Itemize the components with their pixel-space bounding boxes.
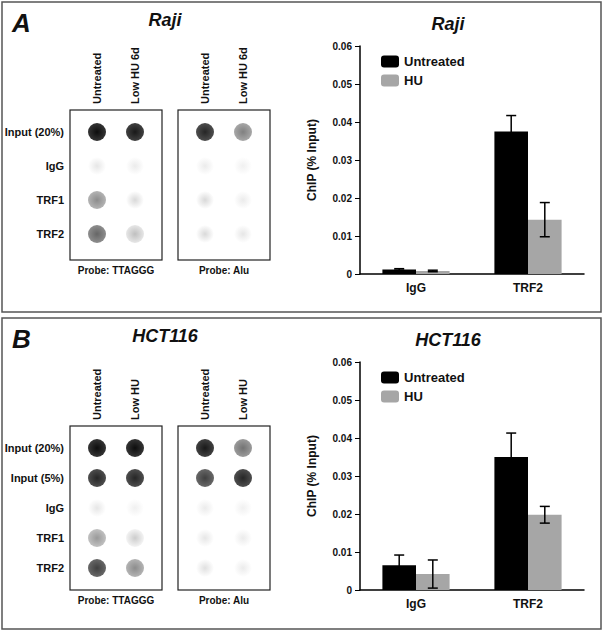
svg-text:0.03: 0.03 <box>333 155 353 166</box>
svg-text:Low HU 6d: Low HU 6d <box>129 47 141 104</box>
svg-text:Untreated: Untreated <box>91 369 103 420</box>
svg-text:TRF1: TRF1 <box>37 532 65 544</box>
svg-text:Raji: Raji <box>148 10 182 30</box>
svg-text:Low HU: Low HU <box>129 379 141 420</box>
svg-text:Input (20%): Input (20%) <box>5 442 65 454</box>
svg-text:Probe: Alu: Probe: Alu <box>199 595 249 606</box>
svg-text:0.04: 0.04 <box>333 433 353 444</box>
svg-text:0.06: 0.06 <box>333 41 353 52</box>
svg-text:HCT116: HCT116 <box>415 330 482 350</box>
svg-text:IgG: IgG <box>406 597 426 611</box>
svg-text:TRF2: TRF2 <box>513 597 543 611</box>
svg-text:HCT116: HCT116 <box>132 326 199 346</box>
svg-text:0.01: 0.01 <box>333 231 353 242</box>
svg-text:ChIP (% Input): ChIP (% Input) <box>305 119 319 201</box>
svg-text:0.05: 0.05 <box>333 79 353 90</box>
svg-text:B: B <box>12 324 31 354</box>
svg-text:Untreated: Untreated <box>404 54 465 69</box>
svg-text:Low HU 6d: Low HU 6d <box>237 47 249 104</box>
svg-text:Input (20%): Input (20%) <box>5 126 65 138</box>
svg-text:ChIP (% Input): ChIP (% Input) <box>305 435 319 517</box>
svg-text:HU: HU <box>404 73 423 88</box>
svg-text:0: 0 <box>346 585 352 596</box>
svg-text:TRF2: TRF2 <box>37 228 65 240</box>
svg-text:TRF1: TRF1 <box>37 194 65 206</box>
svg-text:Probe: Alu: Probe: Alu <box>199 265 249 276</box>
svg-text:TRF2: TRF2 <box>513 281 543 295</box>
svg-text:Untreated: Untreated <box>404 370 465 385</box>
svg-text:TRF2: TRF2 <box>37 562 65 574</box>
svg-text:IgG: IgG <box>46 160 64 172</box>
svg-text:Probe: TTAGGG: Probe: TTAGGG <box>78 265 155 276</box>
svg-text:Untreated: Untreated <box>91 53 103 104</box>
svg-text:0.03: 0.03 <box>333 471 353 482</box>
svg-text:0.06: 0.06 <box>333 357 353 368</box>
svg-text:Raji: Raji <box>431 14 465 34</box>
svg-text:0.01: 0.01 <box>333 547 353 558</box>
svg-text:0.02: 0.02 <box>333 509 353 520</box>
svg-text:IgG: IgG <box>46 502 64 514</box>
svg-text:0.02: 0.02 <box>333 193 353 204</box>
svg-text:0.05: 0.05 <box>333 395 353 406</box>
svg-text:Input (5%): Input (5%) <box>11 472 64 484</box>
svg-text:IgG: IgG <box>406 281 426 295</box>
svg-text:0: 0 <box>346 269 352 280</box>
svg-text:0.04: 0.04 <box>333 117 353 128</box>
svg-text:HU: HU <box>404 389 423 404</box>
svg-text:Untreated: Untreated <box>199 53 211 104</box>
svg-text:Untreated: Untreated <box>199 369 211 420</box>
svg-text:A: A <box>11 8 31 38</box>
svg-text:Probe: TTAGGG: Probe: TTAGGG <box>78 595 155 606</box>
svg-text:Low HU: Low HU <box>237 379 249 420</box>
